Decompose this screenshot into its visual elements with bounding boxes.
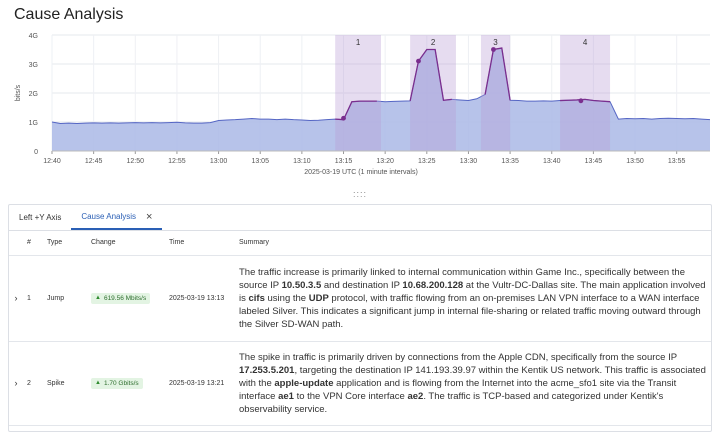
expand-row-icon[interactable]: › xyxy=(9,341,23,426)
x-tick-label: 12:50 xyxy=(127,158,145,165)
traffic-chart-svg[interactable]: 0 1G 2G 3G 4G bits/s 12:40 12:45 12:50 12:55 13:00… xyxy=(0,30,720,180)
x-tick-label: 13:45 xyxy=(585,158,603,165)
y-tick-label: 3G xyxy=(29,62,38,69)
column-header-summary: Summary xyxy=(235,231,711,256)
row-change: ▲ 619.56 Mbits/s xyxy=(87,255,165,342)
summary-text: protocol, with traffic flowing from an o… xyxy=(239,292,701,330)
column-header-number: # xyxy=(23,231,43,256)
summary-text: , targeting the destination IP 141.193.3… xyxy=(239,364,706,389)
row-time: 2025-03-19 13:13 xyxy=(165,255,235,342)
column-header-time: Time xyxy=(165,231,235,256)
x-tick-label: 13:00 xyxy=(210,158,228,165)
anomaly-line xyxy=(560,98,611,103)
column-header-type: Type xyxy=(43,231,87,256)
x-tick-label: 13:40 xyxy=(543,158,561,165)
summary-text: and destination IP xyxy=(321,279,403,291)
change-badge: ▲ 619.56 Mbits/s xyxy=(91,292,151,304)
y-axis-label: bits/s xyxy=(15,84,22,101)
summary-text: application and is flowing from the Inte… xyxy=(239,377,677,402)
x-tick-label: 13:05 xyxy=(251,158,269,165)
x-tick-label: 13:20 xyxy=(376,158,394,165)
series-area xyxy=(52,48,710,151)
table-row[interactable]: › 2 Spike ▲ 1.70 Gbits/s 2025-03-19 13:2… xyxy=(9,341,711,426)
row-number: 2 xyxy=(23,341,43,426)
y-tick-label: 4G xyxy=(29,33,38,40)
summary-text: The traffic increase is primarily linked… xyxy=(239,266,685,291)
anomaly-point xyxy=(416,58,421,64)
row-number: 1 xyxy=(23,255,43,342)
arrow-up-icon: ▲ xyxy=(95,380,101,386)
summary-text: The spike in traffic is primarily driven… xyxy=(239,351,677,363)
tab-left-y-axis[interactable]: Left +Y Axis xyxy=(9,205,71,230)
row-type: Spike xyxy=(43,341,87,426)
anomaly-point xyxy=(341,115,346,121)
expand-column-header xyxy=(9,231,23,256)
details-panel: Left +Y Axis Cause Analysis × # Type Cha… xyxy=(8,204,712,432)
x-tick-label: 13:10 xyxy=(293,158,311,165)
anomaly-line xyxy=(409,48,452,101)
summary-highlight: ae2 xyxy=(407,390,424,402)
y-tick-label: 1G xyxy=(29,120,38,127)
x-tick-label: 12:40 xyxy=(43,158,61,165)
table-header-row: # Type Change Time Summary xyxy=(9,231,711,256)
x-tick-label: 13:15 xyxy=(335,158,353,165)
summary-text: at the Vultr-DC-Dallas site. The main ap… xyxy=(239,279,706,304)
anomaly-region-label: 3 xyxy=(493,38,498,47)
traffic-chart[interactable]: 0 1G 2G 3G 4G bits/s 12:40 12:45 12:50 12:55 13:00… xyxy=(0,30,720,180)
summary-highlight: 17.253.5.201 xyxy=(239,364,295,376)
row-change: ▲ 1.70 Gbits/s xyxy=(87,341,165,426)
summary-highlight: ae1 xyxy=(278,390,294,402)
summary-highlight: 10.50.3.5 xyxy=(281,279,322,291)
tab-bar: Left +Y Axis Cause Analysis × xyxy=(9,205,711,231)
row-summary: The traffic increase is primarily linked… xyxy=(235,255,711,342)
summary-text: to the VPN Core interface xyxy=(293,390,408,402)
summary-highlight: apple-update xyxy=(274,377,334,389)
y-tick-label: 2G xyxy=(29,91,38,98)
x-tick-label: 13:50 xyxy=(626,158,644,165)
x-axis-label: 2025-03-19 UTC (1 minute intervals) xyxy=(304,169,418,176)
anomaly-region xyxy=(410,35,456,151)
change-value: 619.56 Mbits/s xyxy=(103,294,147,302)
anomaly-region xyxy=(335,35,381,151)
expand-row-icon[interactable]: › xyxy=(9,255,23,342)
summary-highlight: UDP xyxy=(308,292,329,304)
x-tick-label: 12:45 xyxy=(85,158,103,165)
table-row[interactable]: › 1 Jump ▲ 619.56 Mbits/s 2025-03-19 13:… xyxy=(9,255,711,342)
y-tick-label: 0 xyxy=(34,149,38,156)
change-badge: ▲ 1.70 Gbits/s xyxy=(91,377,143,389)
row-type: Jump xyxy=(43,255,87,342)
x-tick-label: 13:35 xyxy=(501,158,519,165)
anomaly-region-label: 4 xyxy=(583,38,588,47)
anomaly-point xyxy=(578,98,584,104)
row-summary: The spike in traffic is primarily driven… xyxy=(235,341,711,426)
panel-resize-handle[interactable]: :::: xyxy=(352,189,367,199)
anomaly-region-label: 1 xyxy=(356,38,361,47)
summary-highlight: 10.68.200.128 xyxy=(402,279,464,291)
x-tick-label: 12:55 xyxy=(168,158,186,165)
change-value: 1.70 Gbits/s xyxy=(103,379,139,387)
x-tick-label: 13:55 xyxy=(668,158,686,165)
cause-table: # Type Change Time Summary › 1 Jump ▲ 61… xyxy=(9,231,711,426)
summary-text: . The traffic is TCP-based and categoriz… xyxy=(239,390,664,415)
tab-label: Left +Y Axis xyxy=(19,213,62,222)
tab-label: Cause Analysis xyxy=(81,212,137,221)
anomaly-line xyxy=(484,47,511,101)
column-header-change: Change xyxy=(87,231,165,256)
x-tick-label: 13:30 xyxy=(460,158,478,165)
x-tick-label: 13:25 xyxy=(418,158,436,165)
row-time: 2025-03-19 13:21 xyxy=(165,341,235,426)
arrow-up-icon: ▲ xyxy=(95,295,101,301)
summary-highlight: cifs xyxy=(248,292,265,304)
tab-cause-analysis[interactable]: Cause Analysis × xyxy=(71,205,163,230)
anomaly-region xyxy=(560,35,611,151)
summary-text: using the xyxy=(264,292,309,304)
close-icon[interactable]: × xyxy=(146,210,153,223)
page-title: Cause Analysis xyxy=(14,6,124,23)
anomaly-region-label: 2 xyxy=(431,38,436,47)
anomaly-point xyxy=(491,47,496,52)
